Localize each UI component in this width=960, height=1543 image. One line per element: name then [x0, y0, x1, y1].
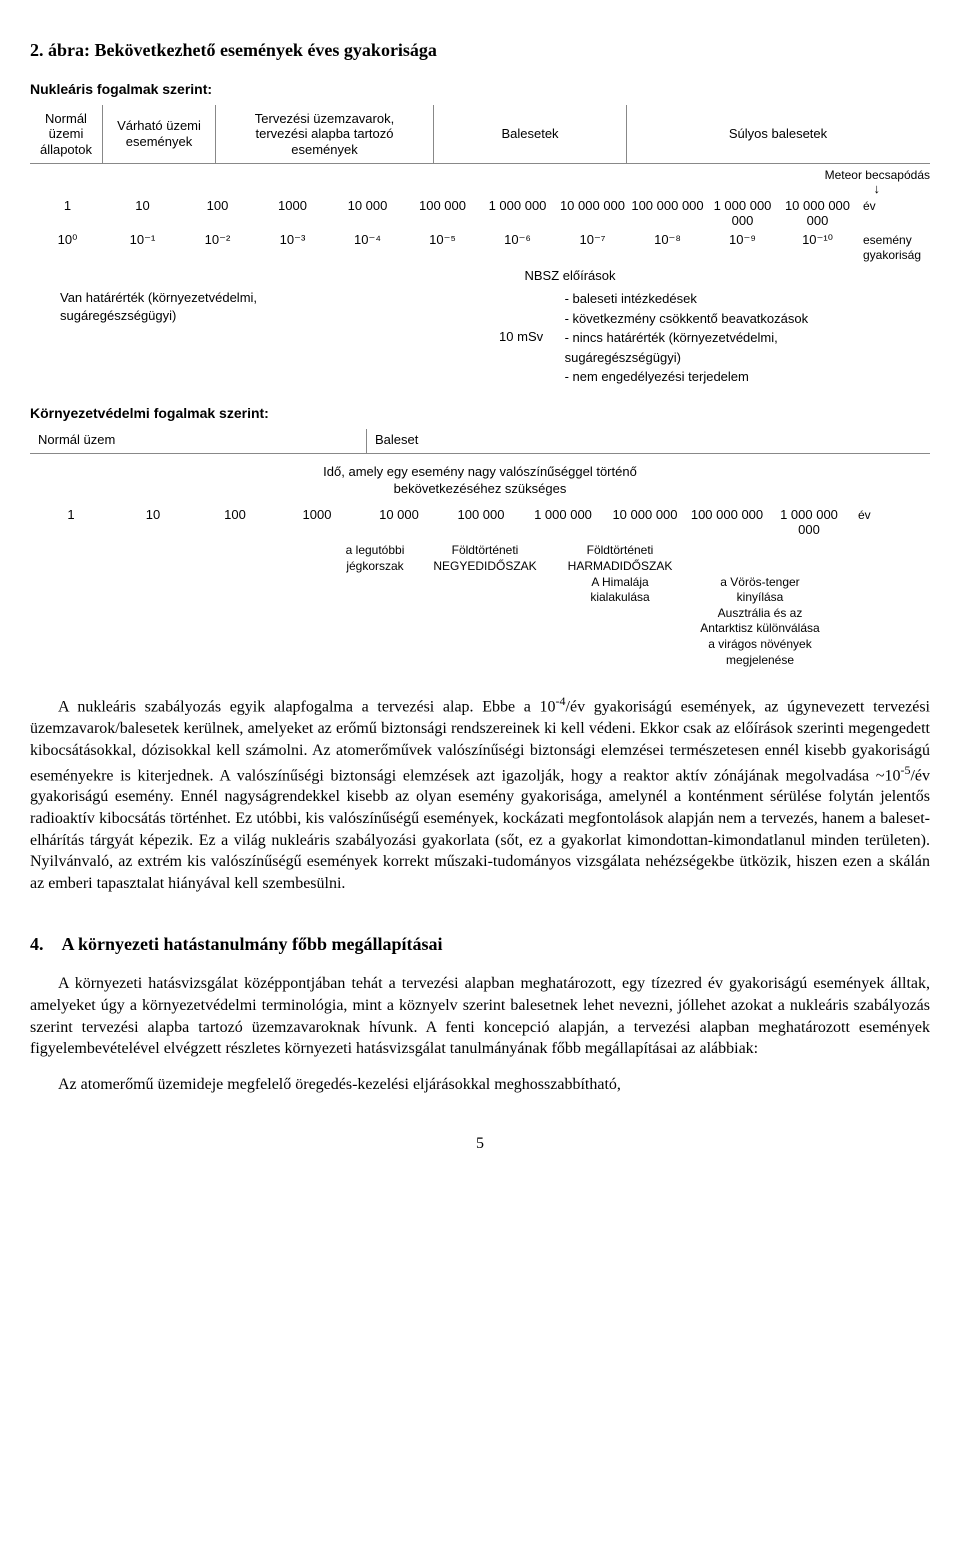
- limit-right: - baleseti intézkedések- következmény cs…: [565, 289, 930, 387]
- year-tick: 10 000 000: [555, 198, 630, 213]
- geo-label: a legutóbbijégkorszak: [330, 543, 420, 574]
- env-year-tick: 10 000 000: [604, 507, 686, 522]
- nuclear-category-cell: Normálüzemiállapotok: [30, 105, 103, 163]
- env-year-tick: 100: [194, 507, 276, 522]
- env-category-row: Normál üzemBaleset: [30, 429, 930, 454]
- env-category-cell: Normál üzem: [30, 429, 367, 453]
- freq-tick: 10⁰: [30, 232, 105, 248]
- section-4-heading: 4. A környezeti hatástanulmány főbb megá…: [30, 934, 930, 955]
- p1-exp1: -4: [556, 694, 566, 708]
- freq-unit: eseménygyakoriság: [855, 233, 933, 262]
- p1-exp2: -5: [900, 763, 910, 777]
- env-year-tick: 10: [112, 507, 194, 522]
- env-year-tick: 100 000 000: [686, 507, 768, 522]
- freq-tick: 10⁻⁴: [330, 232, 405, 248]
- year-tick: 1 000 000: [480, 198, 555, 213]
- env-years-scale-row: 110100100010 000100 0001 000 00010 000 0…: [30, 507, 930, 537]
- env-category-cell: Baleset: [367, 429, 903, 453]
- year-tick: 100 000: [405, 198, 480, 213]
- env-heading: Környezetvédelmi fogalmak szerint:: [30, 405, 930, 421]
- freq-tick: 10⁻⁵: [405, 232, 480, 248]
- meteor-arrow-icon: ↓: [30, 184, 930, 194]
- env-year-tick: 100 000: [440, 507, 522, 522]
- freq-tick: 10⁻⁷: [555, 232, 630, 248]
- year-tick: 100: [180, 198, 255, 213]
- body-paragraph-1: A nukleáris szabályozás egyik alapfogalm…: [30, 693, 930, 894]
- env-year-tick: 1: [30, 507, 112, 522]
- nuclear-category-row: NormálüzemiállapotokVárható üzemiesemény…: [30, 105, 930, 164]
- freq-tick: 10⁻⁸: [630, 232, 705, 248]
- year-tick: 10 000: [330, 198, 405, 213]
- section-4-p1: A környezeti hatásvizsgálat középpontjáb…: [30, 973, 930, 1059]
- freq-tick: 10⁻³: [255, 232, 330, 248]
- section-4-title: A környezeti hatástanulmány főbb megálla…: [62, 934, 443, 954]
- year-tick: 1: [30, 198, 105, 213]
- limit-mid: 10 mSv: [478, 289, 565, 387]
- geo-label: FöldtörténetiHARMADIDŐSZAKA Himalájakial…: [560, 543, 680, 605]
- nuclear-category-cell: Várható üzemiesemények: [103, 105, 216, 163]
- figure-title: 2. ábra: Bekövetkezhető események éves g…: [30, 40, 930, 61]
- nuclear-category-cell: Tervezési üzemzavarok,tervezési alapba t…: [216, 105, 434, 163]
- freq-tick: 10⁻²: [180, 232, 255, 248]
- limit-left: Van határérték (környezetvédelmi,sugáreg…: [30, 289, 478, 387]
- geo-label: FöldtörténetiNEGYEDIDŐSZAK: [420, 543, 550, 574]
- nuclear-category-cell: Balesetek: [434, 105, 627, 163]
- section-4-num: 4.: [30, 934, 58, 955]
- geological-row: a legutóbbijégkorszakFöldtörténetiNEGYED…: [30, 543, 930, 663]
- freq-tick: 10⁻¹⁰: [780, 232, 855, 248]
- year-tick: 10 000 000 000: [780, 198, 855, 228]
- year-tick: 1 000 000 000: [705, 198, 780, 228]
- env-years-unit: év: [850, 508, 928, 522]
- limits-row: Van határérték (környezetvédelmi,sugáreg…: [30, 289, 930, 387]
- years-unit: év: [855, 199, 933, 213]
- geo-label: a Vörös-tengerkinyílásaAusztrália és azA…: [680, 543, 840, 668]
- p1-c: /év gyakoriságú esemény. Ennél nagyságre…: [30, 767, 930, 892]
- nbsz-row: NBSZ előírások: [30, 268, 930, 283]
- page-number: 5: [30, 1135, 930, 1153]
- year-tick: 100 000 000: [630, 198, 705, 213]
- year-tick: 10: [105, 198, 180, 213]
- env-year-tick: 1000: [276, 507, 358, 522]
- nuclear-heading: Nukleáris fogalmak szerint:: [30, 81, 930, 97]
- ido-text: Idő, amely egy esemény nagy valószínűség…: [30, 464, 930, 498]
- section-4-bullet1: Az atomerőmű üzemideje megfelelő öregedé…: [30, 1074, 930, 1096]
- env-year-tick: 1 000 000 000: [768, 507, 850, 537]
- nbsz-label: NBSZ előírások: [390, 268, 750, 283]
- meteor-label: Meteor becsapódás: [30, 168, 930, 182]
- freq-tick: 10⁻¹: [105, 232, 180, 248]
- env-year-tick: 1 000 000: [522, 507, 604, 522]
- env-year-tick: 10 000: [358, 507, 440, 522]
- p1-a: A nukleáris szabályozás egyik alapfogalm…: [58, 699, 556, 716]
- freq-tick: 10⁻⁶: [480, 232, 555, 248]
- year-tick: 1000: [255, 198, 330, 213]
- diagram-nuclear: Nukleáris fogalmak szerint: Normálüzemiá…: [30, 81, 930, 663]
- years-scale-row: 110100100010 000100 0001 000 00010 000 0…: [30, 198, 930, 228]
- freq-tick: 10⁻⁹: [705, 232, 780, 248]
- frequency-scale-row: 10⁰10⁻¹10⁻²10⁻³10⁻⁴10⁻⁵10⁻⁶10⁻⁷10⁻⁸10⁻⁹1…: [30, 232, 930, 262]
- nuclear-category-cell: Súlyos balesetek: [627, 105, 929, 163]
